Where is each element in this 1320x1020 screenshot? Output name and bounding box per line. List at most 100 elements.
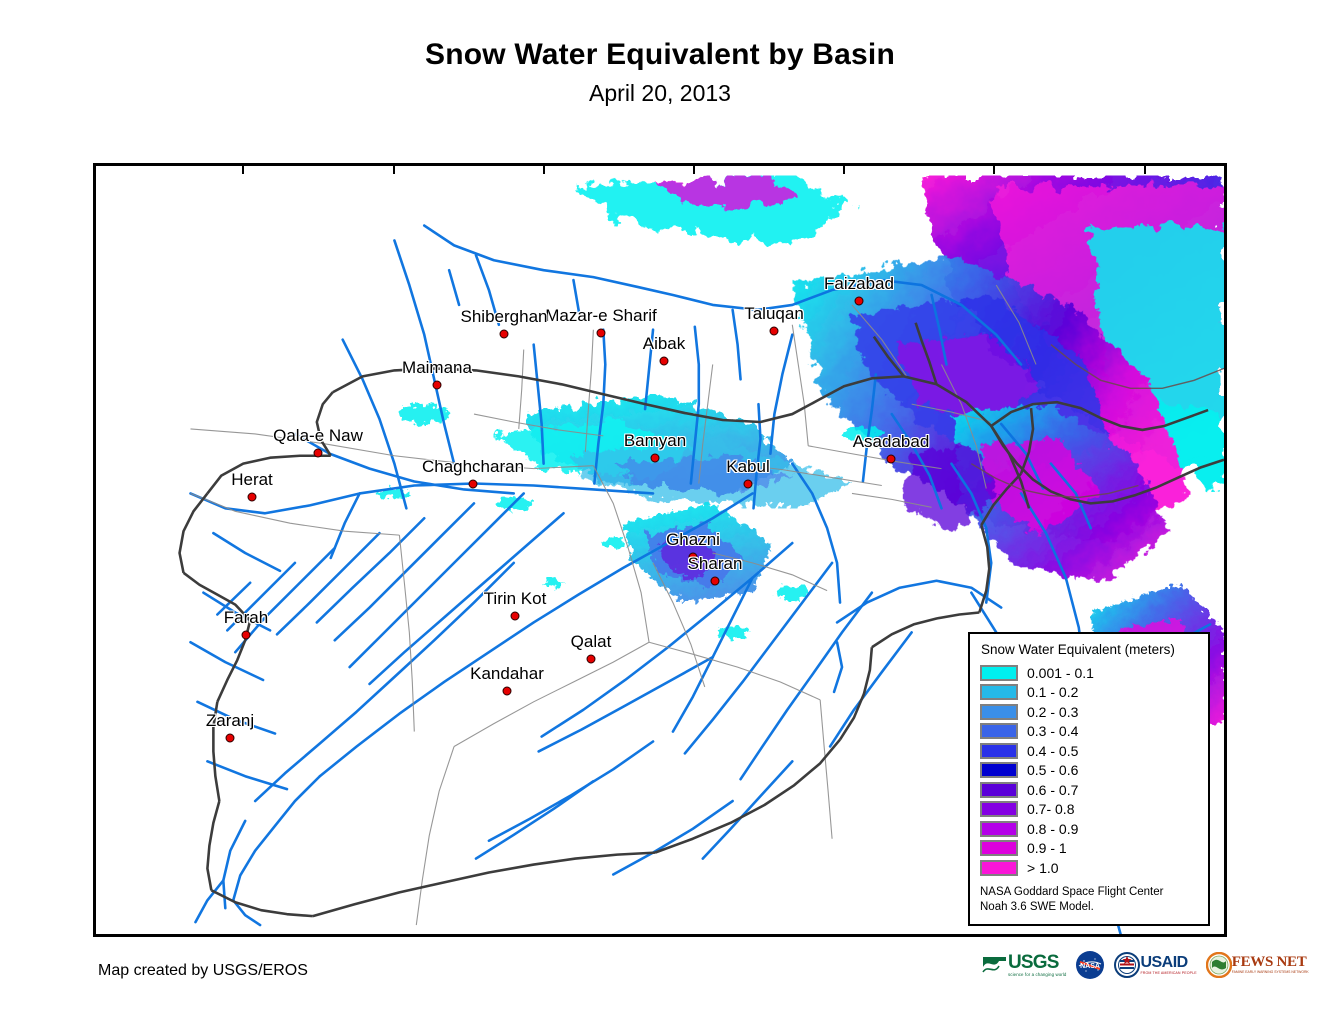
legend-label: 0.1 - 0.2 [1027, 684, 1079, 701]
city-dot-icon [241, 630, 251, 640]
page-subtitle: April 20, 2013 [589, 80, 731, 106]
city-label: Chaghcharan [421, 457, 525, 476]
legend-note: NASA Goddard Space Flight Center Noah 3.… [980, 885, 1199, 915]
legend-row[interactable]: 0.3 - 0.4 [979, 722, 1199, 742]
legend-row[interactable]: 0.2 - 0.3 [979, 702, 1199, 722]
legend-note-line2: Noah 3.6 SWE Model. [980, 900, 1094, 913]
legend-label: 0.2 - 0.3 [1027, 703, 1079, 720]
legend-label: 0.4 - 0.5 [1027, 742, 1079, 759]
legend-panel[interactable]: Snow Water Equivalent (meters) 0.001 - 0… [968, 632, 1210, 926]
usgs-tagline: science for a changing world [1008, 971, 1067, 977]
city-label: Herat [231, 470, 273, 489]
city-dot-icon [886, 454, 896, 464]
legend-swatch [980, 664, 1018, 681]
legend-swatch [980, 703, 1018, 720]
legend-swatch [980, 801, 1018, 818]
legend-label: > 1.0 [1027, 859, 1059, 876]
legend-title: Snow Water Equivalent (meters) [981, 642, 1175, 657]
city-dot-icon [710, 576, 720, 586]
legend-row[interactable]: > 1.0 [979, 858, 1199, 878]
legend-swatch [980, 781, 1018, 798]
lat-tick [93, 540, 96, 542]
legend-row[interactable]: 0.8 - 0.9 [979, 819, 1199, 839]
legend-class-list: 0.001 - 0.1 0.1 - 0.2 0.2 - 0.3 0.3 - 0.4 0.… [979, 663, 1199, 878]
lon-tick [993, 166, 996, 174]
legend-row[interactable]: 0.4 - 0.5 [979, 741, 1199, 761]
legend-label: 0.9 - 1 [1027, 840, 1067, 857]
agency-logos: USGS science for a changing world NASA U… [982, 950, 1309, 980]
legend-swatch [980, 762, 1018, 779]
lon-tick [392, 166, 395, 174]
usgs-logo[interactable]: USGS science for a changing world [982, 953, 1066, 977]
legend-row[interactable]: 0.1 - 0.2 [979, 683, 1199, 703]
city-dot-icon [769, 326, 779, 336]
legend-row[interactable]: 0.001 - 0.1 [979, 663, 1199, 683]
lat-tick [93, 842, 96, 844]
lat-tick [93, 389, 96, 391]
city-dot-icon [313, 448, 323, 458]
nasa-logo[interactable]: NASA [1075, 950, 1105, 980]
legend-swatch [980, 840, 1018, 857]
city-label: Maimana [402, 358, 472, 377]
usgs-wordmark: USGS [1008, 951, 1059, 973]
city-dot-icon [854, 296, 864, 306]
city-dot-icon [650, 453, 660, 463]
city-label: Bamyan [623, 431, 687, 450]
legend-row[interactable]: 0.7- 0.8 [979, 800, 1199, 820]
usaid-wordmark: USAID [1140, 953, 1188, 971]
city-dot-icon [510, 611, 520, 621]
neighbour-borders [970, 344, 1224, 499]
legend-swatch [980, 859, 1018, 876]
legend-label: 0.7- 0.8 [1027, 801, 1075, 818]
fews-globe-icon [1205, 952, 1232, 978]
city-dot-icon [586, 654, 596, 664]
legend-label: 0.6 - 0.7 [1027, 781, 1079, 798]
map-canvas [96, 166, 1224, 934]
city-dot-icon [743, 479, 753, 489]
city-dot-icon [225, 733, 235, 743]
lat-tick [93, 691, 96, 693]
city-label: Shiberghan [460, 307, 548, 326]
legend-row[interactable]: 0.9 - 1 [979, 839, 1199, 859]
legend-label: 0.001 - 0.1 [1027, 664, 1094, 681]
fews-logo[interactable]: FEWS NET FAMINE EARLY WARNING SYSTEMS NE… [1205, 952, 1309, 978]
fews-tagline: FAMINE EARLY WARNING SYSTEMS NETWORK [1231, 970, 1309, 975]
city-dot-icon [247, 492, 257, 502]
fews-wordmark: FEWS NET [1231, 954, 1307, 971]
lon-tick [843, 166, 846, 174]
city-label: Farah [223, 608, 269, 627]
city-label: Faizabad [824, 274, 894, 293]
legend-swatch [980, 742, 1018, 759]
lon-tick [693, 166, 696, 174]
usgs-mark-icon [982, 957, 1006, 973]
legend-label: 0.3 - 0.4 [1027, 723, 1079, 740]
city-label: Sharan [687, 554, 743, 573]
lat-tick [93, 238, 96, 240]
national-border [178, 322, 1224, 918]
usaid-seal-icon [1114, 952, 1141, 978]
legend-row[interactable]: 0.5 - 0.6 [979, 761, 1199, 781]
legend-swatch [980, 684, 1018, 701]
city-dot-icon [659, 356, 669, 366]
lon-tick [242, 166, 245, 174]
legend-note-line1: NASA Goddard Space Flight Center [980, 885, 1164, 898]
city-label: Asadabad [852, 432, 930, 451]
page-title: Snow Water Equivalent by Basin [425, 38, 895, 71]
usaid-logo[interactable]: USAID FROM THE AMERICAN PEOPLE [1114, 952, 1197, 978]
lon-tick [1143, 166, 1146, 174]
swe-raster-scatter [380, 405, 882, 639]
map-frame[interactable]: 62°E64°E66°E68°E70°E72°E74°E38°N36°N34°N… [93, 163, 1227, 937]
city-label: Ghazni [666, 530, 720, 549]
city-label: Mazar-e Sharif [545, 306, 657, 325]
legend-row[interactable]: 0.6 - 0.7 [979, 780, 1199, 800]
legend-label: 0.8 - 0.9 [1027, 820, 1079, 837]
city-dot-icon [502, 686, 512, 696]
city-label: Taluqan [744, 304, 804, 323]
city-label: Aibak [642, 334, 686, 353]
city-dot-icon [432, 380, 442, 390]
city-dot-icon [468, 479, 478, 489]
city-label: Kabul [726, 457, 770, 476]
legend-swatch [980, 820, 1018, 837]
map-credit: Map created by USGS/EROS [98, 962, 308, 979]
city-label: Tirin Kot [483, 589, 547, 608]
